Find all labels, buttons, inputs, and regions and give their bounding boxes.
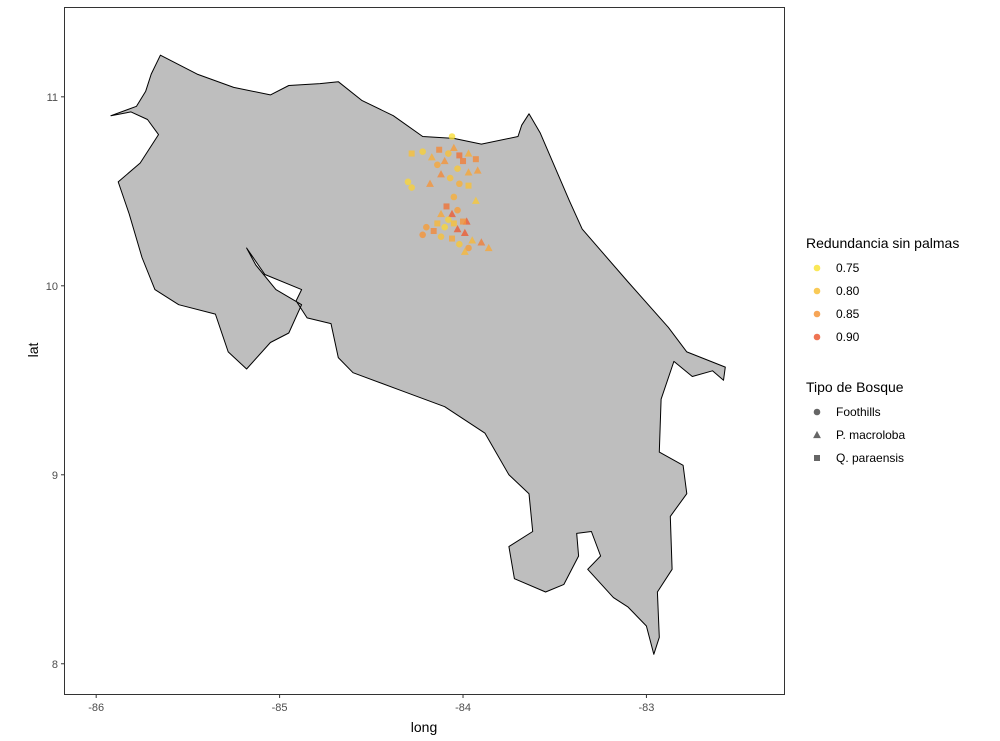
data-point-24	[450, 193, 458, 201]
data-point-48	[450, 220, 457, 227]
data-point-42	[477, 238, 486, 246]
x-tick-label-3: -84	[455, 702, 471, 714]
data-point-14	[454, 165, 461, 172]
data-point-10	[460, 158, 467, 165]
legend-color-entries: 0.75 0.80 0.85 0.90	[813, 261, 860, 344]
x-tick-label-1: -86	[88, 702, 104, 714]
data-point-47	[460, 218, 467, 225]
data-point-6	[449, 143, 458, 151]
x-tick-label-4: -83	[638, 702, 654, 714]
legend-color-label-3: 0.85	[836, 307, 860, 321]
data-point-38	[419, 231, 426, 239]
data-point-8	[448, 133, 456, 140]
legend-shape-entries: Foothills P. macroloba Q. paraensis	[813, 405, 905, 465]
y-tick-label-3: 10	[46, 281, 58, 293]
x-axis-title: long	[411, 719, 437, 735]
y-tick-label-1: 8	[52, 659, 58, 671]
legend-color-key-4	[813, 333, 821, 341]
data-point-18	[446, 174, 454, 182]
legend-shape-key-1	[813, 408, 821, 416]
legend-color-label-2: 0.80	[836, 284, 860, 298]
data-point-29	[437, 209, 445, 218]
y-axis-title: lat	[25, 343, 41, 358]
data-point-45	[484, 243, 493, 252]
legend-shape-label-1: Foothills	[836, 405, 881, 419]
data-point-35	[441, 223, 448, 231]
data-point-12	[464, 149, 473, 157]
legend-shape-label-2: P. macroloba	[836, 428, 905, 442]
legend-color-key-1	[813, 264, 821, 272]
plot-area	[64, 7, 785, 695]
x-axis: -86 -85 -84 -83	[88, 694, 654, 714]
data-point-11	[434, 161, 441, 169]
data-point-36	[453, 224, 462, 233]
data-point-28	[454, 206, 461, 214]
data-point-23	[465, 182, 472, 189]
data-point-17	[473, 166, 482, 174]
data-point-20	[404, 178, 412, 186]
data-point-2	[419, 148, 426, 155]
data-point-15	[437, 170, 445, 178]
data-point-30	[445, 216, 452, 223]
data-point-3	[427, 153, 436, 161]
y-tick-label-2: 9	[52, 470, 58, 482]
data-point-43	[456, 240, 463, 248]
legend-shape: Tipo de Bosque Foothills P. macroloba Q. p…	[806, 379, 905, 465]
data-point-41	[468, 236, 477, 244]
data-point-40	[449, 235, 456, 242]
legend-color-key-2	[813, 287, 821, 295]
data-point-21	[408, 184, 415, 191]
data-point-4	[436, 146, 443, 153]
data-point-22	[456, 180, 463, 188]
data-point-13	[472, 156, 479, 163]
data-point-19	[426, 179, 434, 187]
data-point-44	[465, 244, 472, 252]
data-point-25	[471, 196, 480, 204]
data-point-34	[430, 227, 437, 234]
y-axis: 8 9 10 11	[46, 92, 65, 671]
data-point-39	[437, 233, 445, 240]
legend-color-key-3	[813, 310, 821, 318]
legend-shape-label-3: Q. paraensis	[836, 451, 904, 465]
data-point-33	[423, 223, 430, 231]
data-point-16	[464, 168, 473, 176]
legend-shape-key-3	[814, 455, 820, 461]
data-point-1	[408, 150, 415, 157]
legend-shape-title: Tipo de Bosque	[806, 379, 904, 395]
points-layer	[404, 133, 493, 255]
data-point-37	[460, 228, 469, 236]
y-tick-label-4: 11	[47, 92, 58, 104]
legend-color: Redundancia sin palmas 0.75 0.80 0.85 0.90	[806, 235, 959, 344]
data-point-26	[443, 203, 450, 210]
legend-color-title: Redundancia sin palmas	[806, 235, 959, 251]
legend-shape-key-2	[813, 430, 821, 439]
costa-rica-map	[110, 54, 726, 655]
data-point-5	[445, 150, 452, 157]
legend-color-label-1: 0.75	[836, 261, 860, 275]
legend-color-label-4: 0.90	[836, 330, 860, 344]
data-point-31	[434, 220, 441, 227]
data-point-27	[448, 209, 456, 218]
x-tick-label-2: -85	[272, 702, 288, 714]
data-point-7	[456, 152, 463, 159]
data-point-46	[460, 247, 469, 255]
data-point-9	[440, 156, 449, 165]
